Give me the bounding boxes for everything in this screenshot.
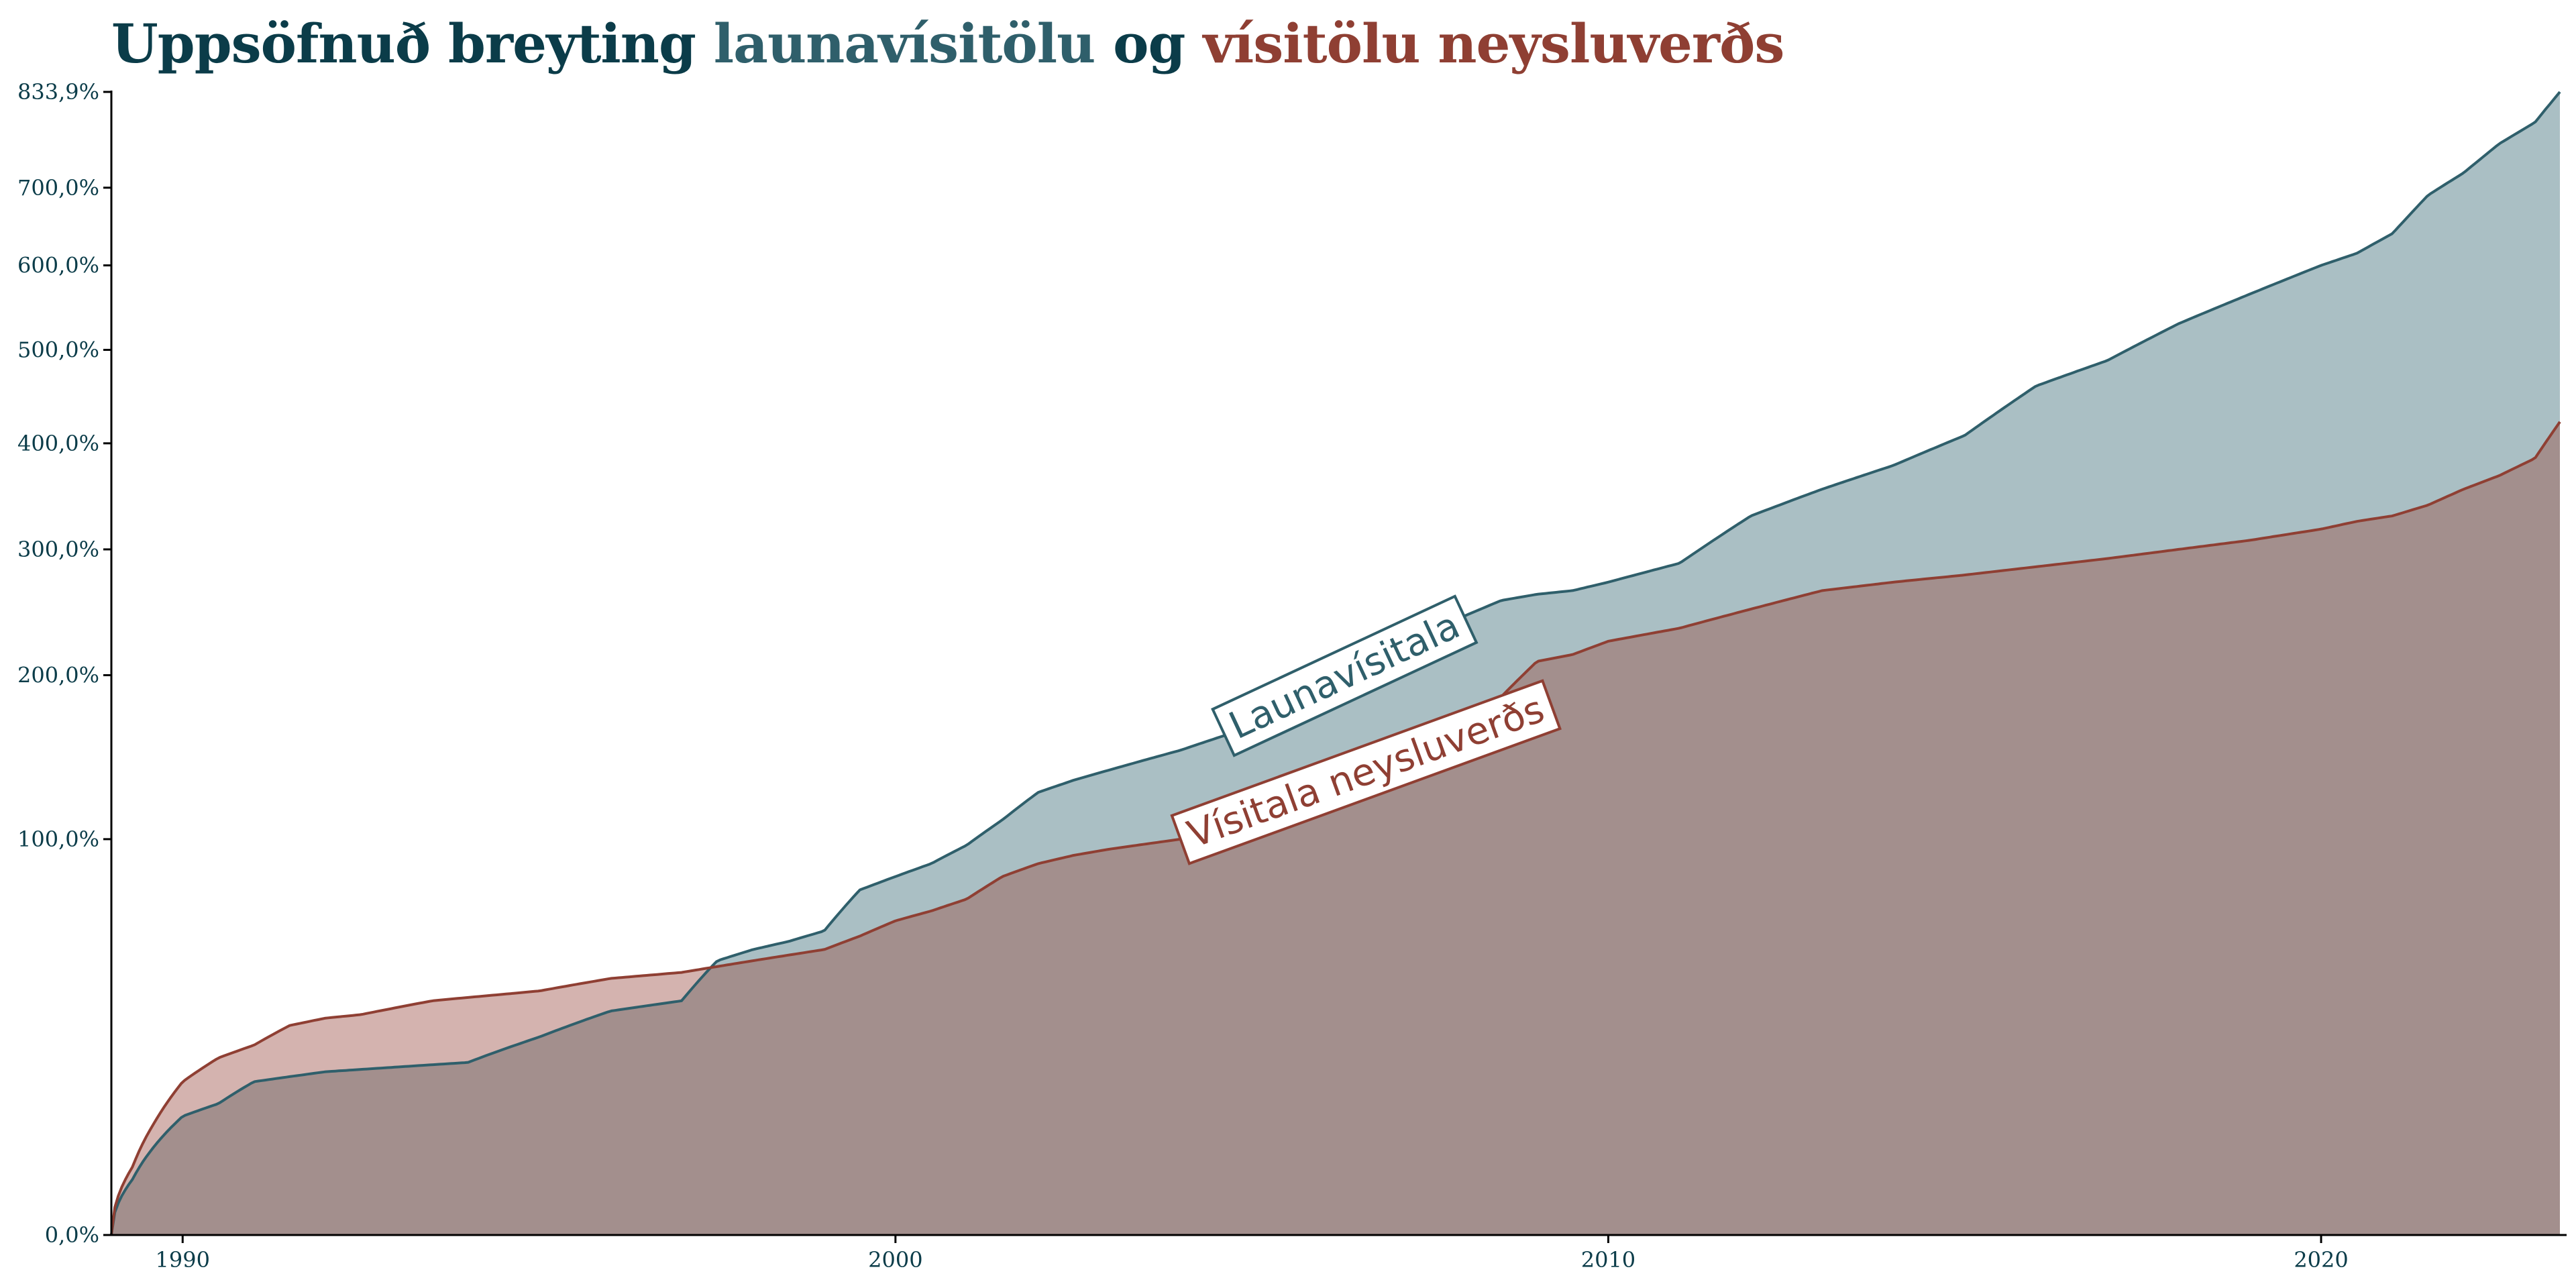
wage-series-label-box (1211, 594, 1479, 757)
title-part-cpi: vísitölu neysluverðs (1203, 12, 1784, 75)
x-tick-label: 1990 (156, 1247, 210, 1273)
cpi-series-label-box (1170, 679, 1562, 865)
y-tick-label: 500,0% (17, 337, 99, 363)
y-tick-label: 0,0% (45, 1222, 99, 1248)
title-part-wage: launavísitölu (713, 12, 1096, 75)
title-part-1: Uppsöfnuð breyting (111, 12, 714, 75)
y-tick-label: 833,9% (17, 79, 99, 105)
title-part-3: og (1095, 12, 1203, 75)
chart-title: Uppsöfnuð breyting launavísitölu og vísi… (111, 12, 1784, 75)
x-tick-label: 2020 (2294, 1247, 2348, 1273)
y-tick-label: 300,0% (17, 537, 99, 562)
x-tick-label: 2010 (1581, 1247, 1635, 1273)
y-tick-label: 400,0% (17, 431, 99, 456)
x-tick-label: 2000 (868, 1247, 922, 1273)
overlap-area (111, 421, 2560, 1235)
y-tick-label: 200,0% (17, 662, 99, 688)
y-tick-label: 600,0% (17, 253, 99, 278)
y-tick-label: 100,0% (17, 826, 99, 852)
y-tick-label: 700,0% (17, 175, 99, 201)
